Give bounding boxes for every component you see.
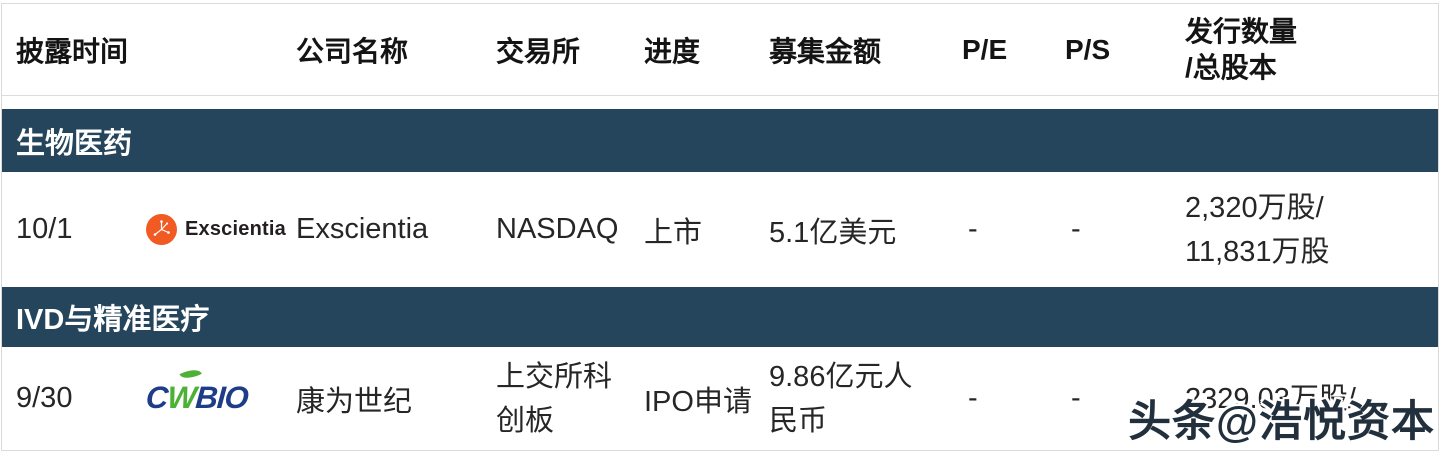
cell-amount: 9.86亿元人 民币 <box>769 355 962 443</box>
table-row-cwbio: 9/30 CWBIO 康为世纪 上交所科 创板 IPO申请 9.86亿元人 民币… <box>2 347 1438 450</box>
cell-company: 康为世纪 <box>296 385 413 418</box>
watermark: 头条@浩悦资本 <box>1128 398 1435 446</box>
cwbio-logo-wordmark: CWBIO <box>144 364 250 415</box>
cell-exchange-line1: 上交所科 <box>496 360 613 393</box>
cell-date: 10/1 <box>16 213 73 245</box>
cell-pe: - <box>968 213 978 245</box>
exscientia-logo: Exscientia <box>146 214 296 245</box>
ipo-table: 披露时间 公司名称 交易所 进度 募集金额 P/E P/S 发行数量 /总股本 … <box>1 3 1439 451</box>
cell-shares: 2329.03万股/ <box>1185 377 1438 421</box>
cwbio-letter-c: C <box>144 379 169 415</box>
cell-shares-line1: 2,320万股/ <box>1185 191 1324 224</box>
section-header-biopharma: 生物医药 <box>2 109 1438 172</box>
col-header-exchange: 交易所 <box>496 35 581 67</box>
col-header-pe: P/E <box>962 33 1008 65</box>
col-header-disclosure-time: 披露时间 <box>16 35 129 67</box>
col-header-company-name: 公司名称 <box>296 35 409 67</box>
cell-pe: - <box>968 382 978 414</box>
col-header-issue-shares: 发行数量 /总股本 <box>1185 14 1438 86</box>
col-header-ps: P/S <box>1065 33 1111 65</box>
cell-shares: 2,320万股/ 11,831万股 <box>1185 186 1438 274</box>
col-header-issue-shares-line2: /总股本 <box>1185 51 1277 83</box>
cell-shares-line1: 2329.03万股/ <box>1185 382 1356 415</box>
section-title: IVD与精准医疗 <box>16 304 210 336</box>
cell-amount: 5.1亿美元 <box>769 216 897 249</box>
exscientia-molecule-icon <box>146 214 177 245</box>
cell-amount-line1: 9.86亿元人 <box>769 360 913 393</box>
table-row-exscientia: 10/1 Exscientia Exscientia NASDAQ 上市 5.1… <box>2 172 1438 287</box>
header-gap <box>2 96 1438 109</box>
cell-amount-line2: 民币 <box>769 404 828 437</box>
cell-exchange-line2: 创板 <box>496 404 555 437</box>
cell-progress: 上市 <box>644 216 703 249</box>
cell-ps: - <box>1071 382 1081 414</box>
cell-ps: - <box>1071 213 1081 245</box>
col-header-amount-raised: 募集金额 <box>769 35 882 67</box>
col-header-progress: 进度 <box>644 35 701 67</box>
cell-date: 9/30 <box>16 382 73 414</box>
section-title: 生物医药 <box>16 127 133 160</box>
col-header-issue-shares-line1: 发行数量 <box>1185 15 1298 47</box>
table-header-row: 披露时间 公司名称 交易所 进度 募集金额 P/E P/S 发行数量 /总股本 <box>2 4 1438 96</box>
cell-company: Exscientia <box>296 213 429 245</box>
cell-progress: IPO申请 <box>644 385 752 418</box>
cell-exchange: 上交所科 创板 <box>496 355 644 443</box>
cell-shares-line2: 11,831万股 <box>1185 235 1330 268</box>
cwbio-letter-w: W <box>166 379 197 415</box>
cell-exchange: NASDAQ <box>496 213 619 245</box>
section-header-ivd: IVD与精准医疗 <box>2 287 1438 347</box>
exscientia-logo-wordmark: Exscientia <box>185 218 286 240</box>
cwbio-logo: CWBIO <box>144 364 296 416</box>
cwbio-letters-bio: BIO <box>194 379 250 415</box>
